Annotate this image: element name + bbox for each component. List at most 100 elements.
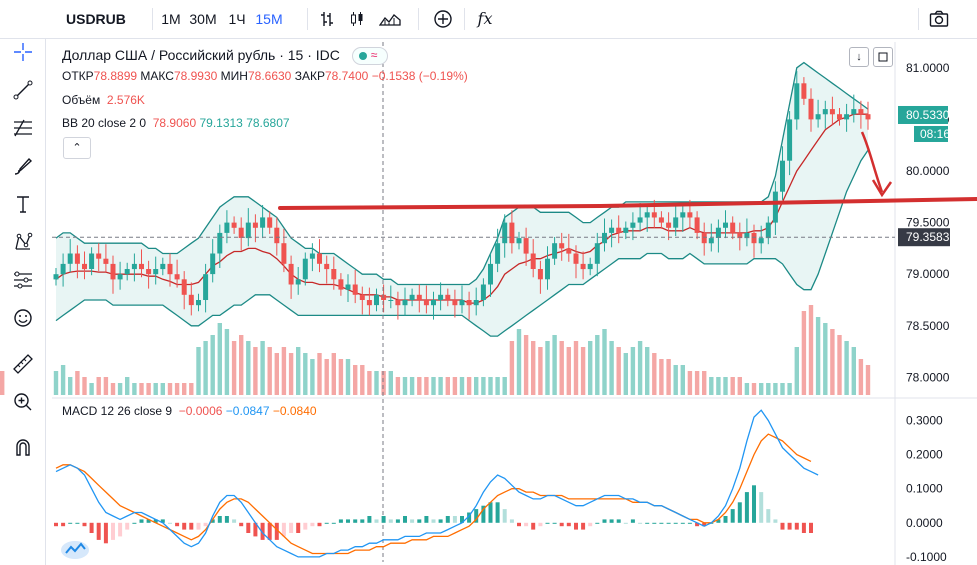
market-status-badge[interactable]: ≈	[351, 47, 388, 66]
crosshair-icon[interactable]	[8, 41, 38, 71]
candles-icon[interactable]	[344, 0, 370, 38]
candle-body	[252, 222, 258, 228]
ruler-icon[interactable]	[8, 353, 38, 383]
prediction-icon[interactable]	[8, 269, 38, 299]
volume-bar	[837, 335, 842, 395]
candle-body	[452, 300, 458, 306]
maximize-icon[interactable]	[873, 47, 893, 67]
macd-tick-label: 0.3000	[906, 414, 943, 428]
candle-body	[758, 238, 764, 244]
volume-bar	[523, 335, 529, 395]
candle-body	[466, 300, 472, 306]
candle-body	[751, 232, 757, 244]
macd-histogram-bar	[588, 522, 593, 527]
collapse-legend-button[interactable]: ⌃	[63, 137, 91, 159]
trendline-icon[interactable]	[8, 79, 38, 109]
macd-tick-label: 0.2000	[906, 448, 943, 462]
volume-bar	[495, 377, 500, 395]
bb-legend[interactable]: BB 20 close 2 0 78.9060 79.1313 78.6807	[62, 116, 290, 130]
macd-histogram-bar	[602, 519, 607, 523]
fib-icon[interactable]	[8, 117, 38, 147]
candle-body	[160, 263, 166, 270]
candle-body	[829, 109, 835, 115]
price-change: −0.1538 (−0.19%)	[371, 69, 468, 83]
text-icon[interactable]	[8, 193, 38, 223]
macd-histogram-bar	[545, 522, 550, 524]
macd-histogram-bar	[431, 519, 436, 523]
macd-histogram-bar	[460, 516, 464, 523]
volume-legend[interactable]: Объём 2.576K	[62, 93, 145, 107]
pattern-icon[interactable]	[8, 231, 38, 261]
volume-bar	[609, 341, 614, 395]
macd-histogram-bar	[160, 519, 165, 523]
macd-histogram-bar	[196, 522, 201, 530]
candle-body	[67, 253, 73, 264]
volume-bar	[182, 383, 187, 395]
toolbar-divider	[464, 8, 465, 30]
candle-body	[815, 114, 821, 120]
macd-tick-label: -0.1000	[906, 550, 947, 564]
volume-bar	[858, 359, 864, 395]
timeframe-1m[interactable]: 1M	[161, 11, 181, 27]
macd-histogram-bar	[744, 492, 749, 523]
volume-bar	[709, 377, 714, 395]
add-compare-icon[interactable]	[430, 0, 456, 38]
timeframe-15m[interactable]: 15M	[255, 11, 283, 27]
bar-style-icon[interactable]	[314, 0, 340, 38]
price-tick-label: 80.0000	[906, 164, 950, 178]
camera-icon[interactable]	[926, 0, 952, 38]
macd-histogram-bar	[559, 522, 564, 527]
macd-histogram-bar	[403, 516, 407, 523]
macd-histogram-bar	[502, 509, 507, 523]
volume-bar	[274, 353, 279, 395]
candle-body	[288, 263, 294, 285]
macd-legend[interactable]: MACD 12 26 close 9 −0.0006 −0.0847 −0.08…	[62, 404, 317, 418]
candle-body	[74, 253, 80, 264]
candle-body	[188, 294, 194, 306]
volume-bar	[808, 305, 814, 395]
macd-histogram-bar	[445, 516, 450, 523]
macd-histogram-bar	[467, 512, 472, 523]
scroll-down-icon[interactable]: ↓	[849, 47, 869, 67]
volume-bar	[324, 359, 329, 395]
volume-bar	[787, 383, 792, 395]
timeframe-30m[interactable]: 30M	[189, 11, 217, 27]
candle-body	[737, 232, 743, 239]
emoji-icon[interactable]	[8, 307, 38, 337]
candle-body	[302, 258, 308, 280]
magnet-icon[interactable]	[8, 437, 38, 467]
volume-bar	[780, 383, 785, 395]
candle-body	[559, 243, 565, 249]
area-icon[interactable]	[374, 0, 406, 38]
macd-histogram-bar	[353, 519, 358, 523]
tradingview-logo-icon[interactable]	[60, 538, 90, 560]
volume-bar	[110, 383, 116, 395]
candle-body	[858, 109, 864, 115]
candle-body	[445, 294, 451, 300]
volume-bar	[474, 377, 479, 395]
macd-histogram-bar	[217, 516, 222, 523]
macd-histogram-bar	[609, 519, 614, 523]
volume-bar	[253, 347, 258, 395]
candle-body	[502, 222, 508, 244]
volume-bar	[374, 371, 379, 395]
candle-body	[146, 269, 152, 275]
candle-body	[708, 238, 714, 244]
volume-bar	[552, 335, 557, 395]
toolbar-divider	[418, 8, 419, 30]
volume-bar	[345, 359, 351, 395]
volume-bar	[210, 335, 215, 395]
candle-body	[666, 222, 672, 228]
candle-body	[231, 222, 237, 228]
candle-body	[808, 98, 814, 120]
timeframe-1h[interactable]: 1Ч	[228, 11, 246, 27]
candle-body	[324, 263, 330, 270]
price-tick-label: 79.5000	[906, 216, 950, 230]
indicators-icon[interactable]: fx	[477, 9, 493, 28]
brush-icon[interactable]	[8, 155, 38, 185]
symbol-search[interactable]: USDRUB	[66, 11, 126, 27]
zoom-icon[interactable]	[8, 391, 38, 421]
macd-histogram-bar	[759, 492, 764, 523]
candle-body	[103, 258, 109, 264]
